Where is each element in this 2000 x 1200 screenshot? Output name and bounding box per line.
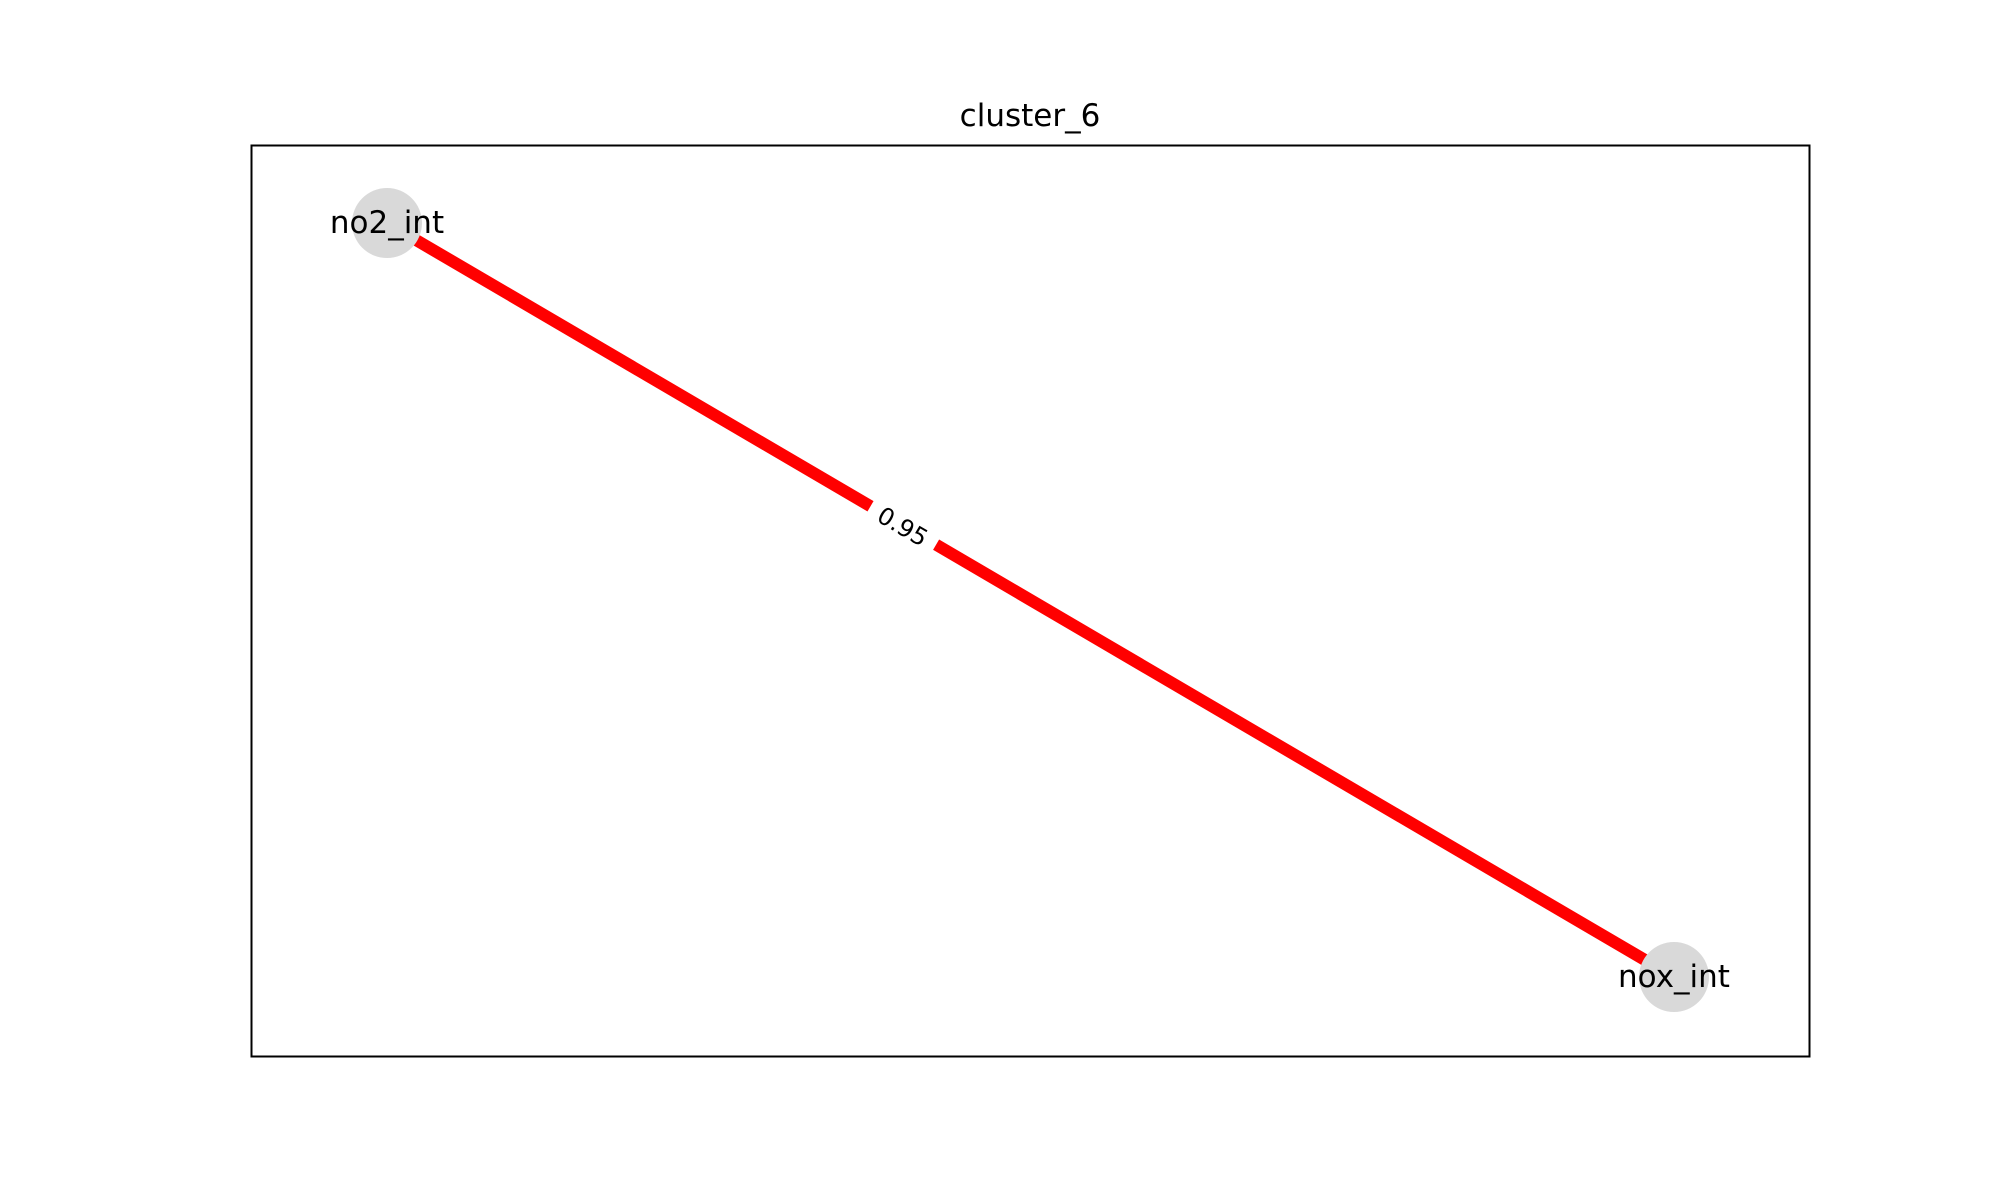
node-label: nox_int [1618,959,1730,995]
node-no2-int[interactable]: no2_int [330,188,444,258]
edge-line [383,217,1678,983]
edge-no2-nox [383,217,1678,983]
plot-frame [250,144,1811,1058]
edge-label-background [861,491,945,561]
node-circle[interactable] [1639,942,1709,1012]
node-label: no2_int [330,205,444,241]
node-nox-int[interactable]: nox_int [1618,942,1730,1012]
graph-title: cluster_6 [960,98,1101,134]
node-circle[interactable] [352,188,422,258]
